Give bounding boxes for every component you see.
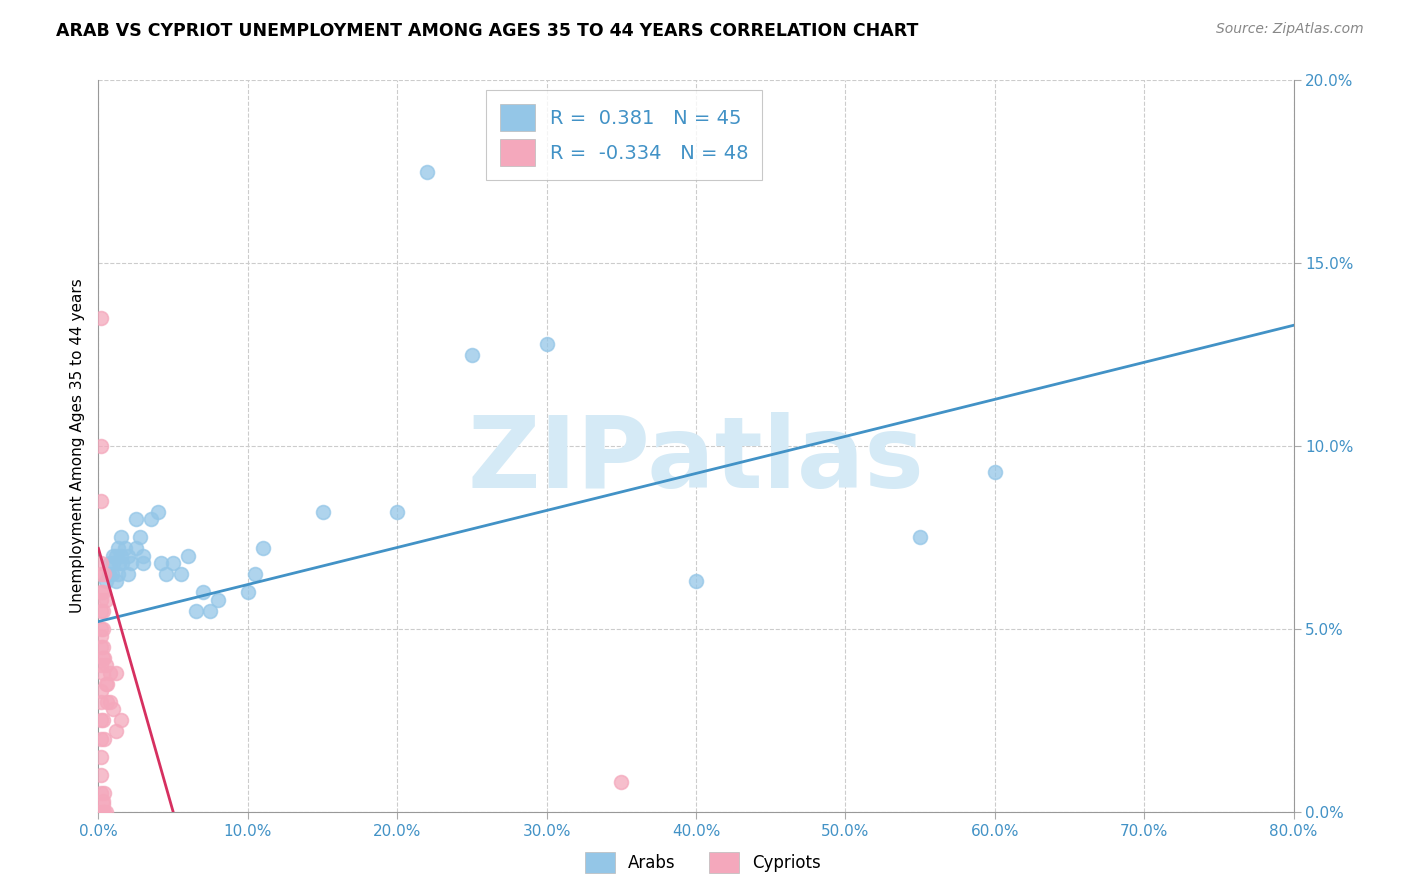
Point (93, 567, 115, 582)
Point (91, 603, 114, 617)
Point (105, 665, 128, 680)
Point (191, 585, 214, 599)
Point (129, 530, 152, 544)
Point (90, 684, 112, 698)
Point (103, 556, 125, 570)
Text: ZIPatlas: ZIPatlas (468, 412, 924, 509)
Point (110, 714, 132, 728)
Point (536, 336, 558, 351)
Legend: Arabs, Cypriots: Arabs, Cypriots (578, 846, 828, 880)
Point (91, 714, 114, 728)
Point (96, 695, 118, 709)
Point (125, 541, 148, 556)
Point (105, 724, 128, 739)
Point (94, 658, 117, 673)
Point (252, 541, 274, 556)
Point (984, 465, 1007, 479)
Point (148, 505, 170, 519)
Point (90, 714, 112, 728)
Point (117, 549, 139, 563)
Point (91, 794, 114, 808)
Point (685, 574, 707, 589)
Point (94, 805, 117, 819)
Point (94, 592, 117, 607)
Point (90, 749, 112, 764)
Point (90, 805, 112, 819)
Point (139, 512, 162, 526)
Point (236, 585, 259, 599)
Point (207, 592, 229, 607)
Point (110, 530, 132, 544)
Point (90, 768, 112, 782)
Point (105, 549, 128, 563)
Point (91, 585, 114, 599)
Point (311, 505, 333, 519)
Point (91, 651, 114, 665)
Point (98, 665, 122, 680)
Point (108, 556, 131, 570)
Y-axis label: Unemployment Among Ages 35 to 44 years: Unemployment Among Ages 35 to 44 years (69, 278, 84, 614)
Point (132, 556, 155, 570)
Point (90, 787, 112, 801)
Point (90, 556, 112, 570)
Point (101, 567, 124, 582)
Point (91, 797, 114, 812)
Point (90, 695, 112, 709)
Point (98, 556, 122, 570)
Point (114, 541, 136, 556)
Point (385, 505, 409, 519)
Point (117, 567, 139, 582)
Point (93, 805, 115, 819)
Text: ARAB VS CYPRIOT UNEMPLOYMENT AMONG AGES 35 TO 44 YEARS CORRELATION CHART: ARAB VS CYPRIOT UNEMPLOYMENT AMONG AGES … (56, 22, 918, 40)
Point (90, 494, 112, 508)
Point (94, 676, 117, 690)
Point (90, 567, 112, 582)
Point (93, 787, 115, 801)
Point (90, 310, 112, 325)
Point (200, 603, 222, 617)
Point (177, 549, 200, 563)
Point (107, 541, 129, 556)
Point (90, 629, 112, 643)
Point (93, 731, 115, 746)
Point (169, 567, 191, 582)
Point (155, 567, 177, 582)
Point (103, 702, 125, 716)
Point (416, 164, 439, 178)
Legend: R =  0.381   N = 45, R =  -0.334   N = 48: R = 0.381 N = 45, R = -0.334 N = 48 (486, 90, 762, 180)
Point (90, 658, 112, 673)
Point (91, 805, 114, 819)
Point (90, 592, 112, 607)
Point (90, 731, 112, 746)
Point (98, 695, 122, 709)
Point (93, 651, 115, 665)
Point (111, 556, 134, 570)
Point (120, 556, 142, 570)
Point (610, 775, 633, 789)
Point (150, 556, 173, 570)
Point (90, 585, 112, 599)
Point (107, 567, 129, 582)
Point (91, 622, 114, 636)
Point (908, 530, 931, 544)
Point (90, 439, 112, 453)
Point (103, 549, 125, 563)
Point (162, 556, 184, 570)
Point (96, 676, 118, 690)
Point (461, 347, 484, 362)
Point (245, 567, 267, 582)
Point (91, 640, 114, 655)
Point (110, 549, 132, 563)
Point (94, 574, 117, 589)
Point (105, 574, 128, 589)
Point (97, 567, 120, 582)
Text: Source: ZipAtlas.com: Source: ZipAtlas.com (1216, 22, 1364, 37)
Point (184, 603, 207, 617)
Point (90, 640, 112, 655)
Point (90, 622, 112, 636)
Point (90, 603, 112, 617)
Point (132, 549, 155, 563)
Point (125, 512, 148, 526)
Point (91, 665, 114, 680)
